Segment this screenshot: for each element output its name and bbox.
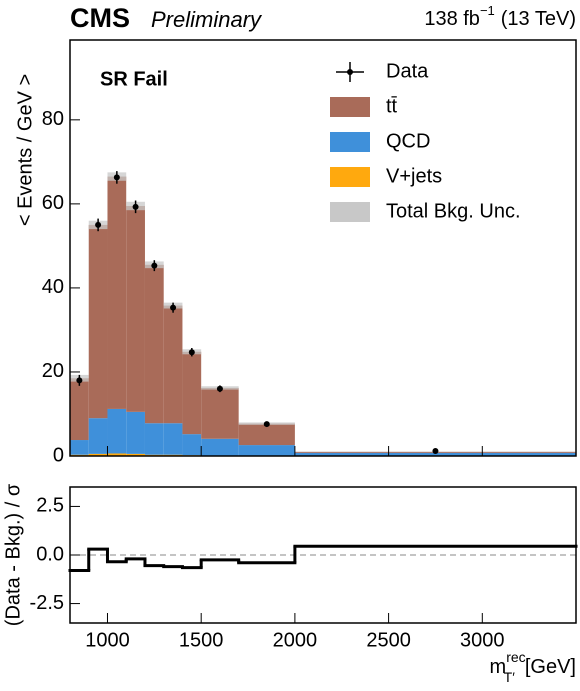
x-label-unit: [GeV] <box>525 656 576 678</box>
x-label-m: m <box>490 656 507 678</box>
y-tick-label: 80 <box>42 108 64 130</box>
y-axis-label: < Events / GeV > <box>14 74 36 226</box>
data-point <box>263 421 270 428</box>
y-tick-label: 40 <box>42 276 64 298</box>
y-tick-label: -2.5 <box>30 592 64 614</box>
data-point <box>76 377 83 384</box>
lumi: 138 fb−1 (13 TeV) <box>424 3 576 30</box>
y-tick-label: 0 <box>53 444 64 466</box>
x-axis-label: mrec T′ [GeV] <box>490 649 576 685</box>
legend-label: V+jets <box>386 165 442 187</box>
legend-swatch <box>330 202 370 222</box>
data-point <box>432 447 439 454</box>
stack-bar <box>238 423 295 446</box>
stack-bar <box>201 387 239 439</box>
stack-bar <box>126 453 145 456</box>
x-tick-label: 3000 <box>460 629 505 651</box>
stack-bar <box>88 453 108 456</box>
stack-bar <box>70 440 89 455</box>
stack-bar <box>88 224 108 419</box>
legend-label: tt̄ <box>386 95 398 117</box>
legend-swatch <box>330 97 370 117</box>
stack-bar <box>107 453 127 456</box>
stack-bar <box>107 408 127 454</box>
stack-bar <box>126 205 145 412</box>
stack-bar <box>70 378 89 441</box>
stack-bar <box>182 351 202 435</box>
plot-frame <box>69 486 577 624</box>
lumi-value: 138 fb <box>424 8 480 30</box>
stack-bar <box>163 305 183 424</box>
ratio-y-axis-label: (Data - Bkg.) / σ <box>2 483 24 626</box>
stack-bar <box>163 423 183 455</box>
stack-bar <box>201 438 239 456</box>
data-point <box>151 262 158 269</box>
legend-label: QCD <box>386 130 430 152</box>
y-tick-label: 20 <box>42 360 64 382</box>
data-point <box>170 304 177 311</box>
x-tick-label: 2500 <box>366 629 411 651</box>
status: Preliminary <box>151 7 263 32</box>
data-point <box>188 349 195 356</box>
data-point <box>113 174 120 181</box>
y-tick-label: 2.5 <box>36 495 64 517</box>
legend-label: Data <box>386 60 429 82</box>
x-label-sub: T′ <box>504 669 516 685</box>
experiment: CMS <box>70 3 130 33</box>
x-tick-label: 1500 <box>179 629 224 651</box>
legend-swatch <box>330 132 370 152</box>
x-tick-label: 1000 <box>85 629 130 651</box>
legend: Data tt̄ QCD V+jets Total Bkg. Unc. <box>330 60 521 222</box>
plot-frame <box>69 39 577 457</box>
energy: (13 TeV) <box>501 8 576 30</box>
stack-bar <box>107 176 127 409</box>
annotation: SR Fail <box>100 68 168 90</box>
legend-swatch <box>330 167 370 187</box>
y-tick-label: 60 <box>42 192 64 214</box>
stack-bar <box>126 411 145 454</box>
lumi-exp: −1 <box>480 3 495 18</box>
data-point <box>132 203 139 210</box>
stack-bar <box>294 452 576 456</box>
stack-bar <box>144 264 164 424</box>
y-tick-label: 0.0 <box>36 543 64 565</box>
legend-marker <box>347 69 353 75</box>
stack-bar <box>88 418 108 454</box>
x-tick-label: 2000 <box>273 629 318 651</box>
stack-bar <box>238 445 295 456</box>
stack-bar <box>144 423 164 455</box>
data-point <box>216 385 223 392</box>
legend-label: Total Bkg. Unc. <box>386 200 521 222</box>
x-label-sup: rec <box>506 649 525 665</box>
stack-bar <box>182 434 202 456</box>
data-point <box>95 221 102 228</box>
